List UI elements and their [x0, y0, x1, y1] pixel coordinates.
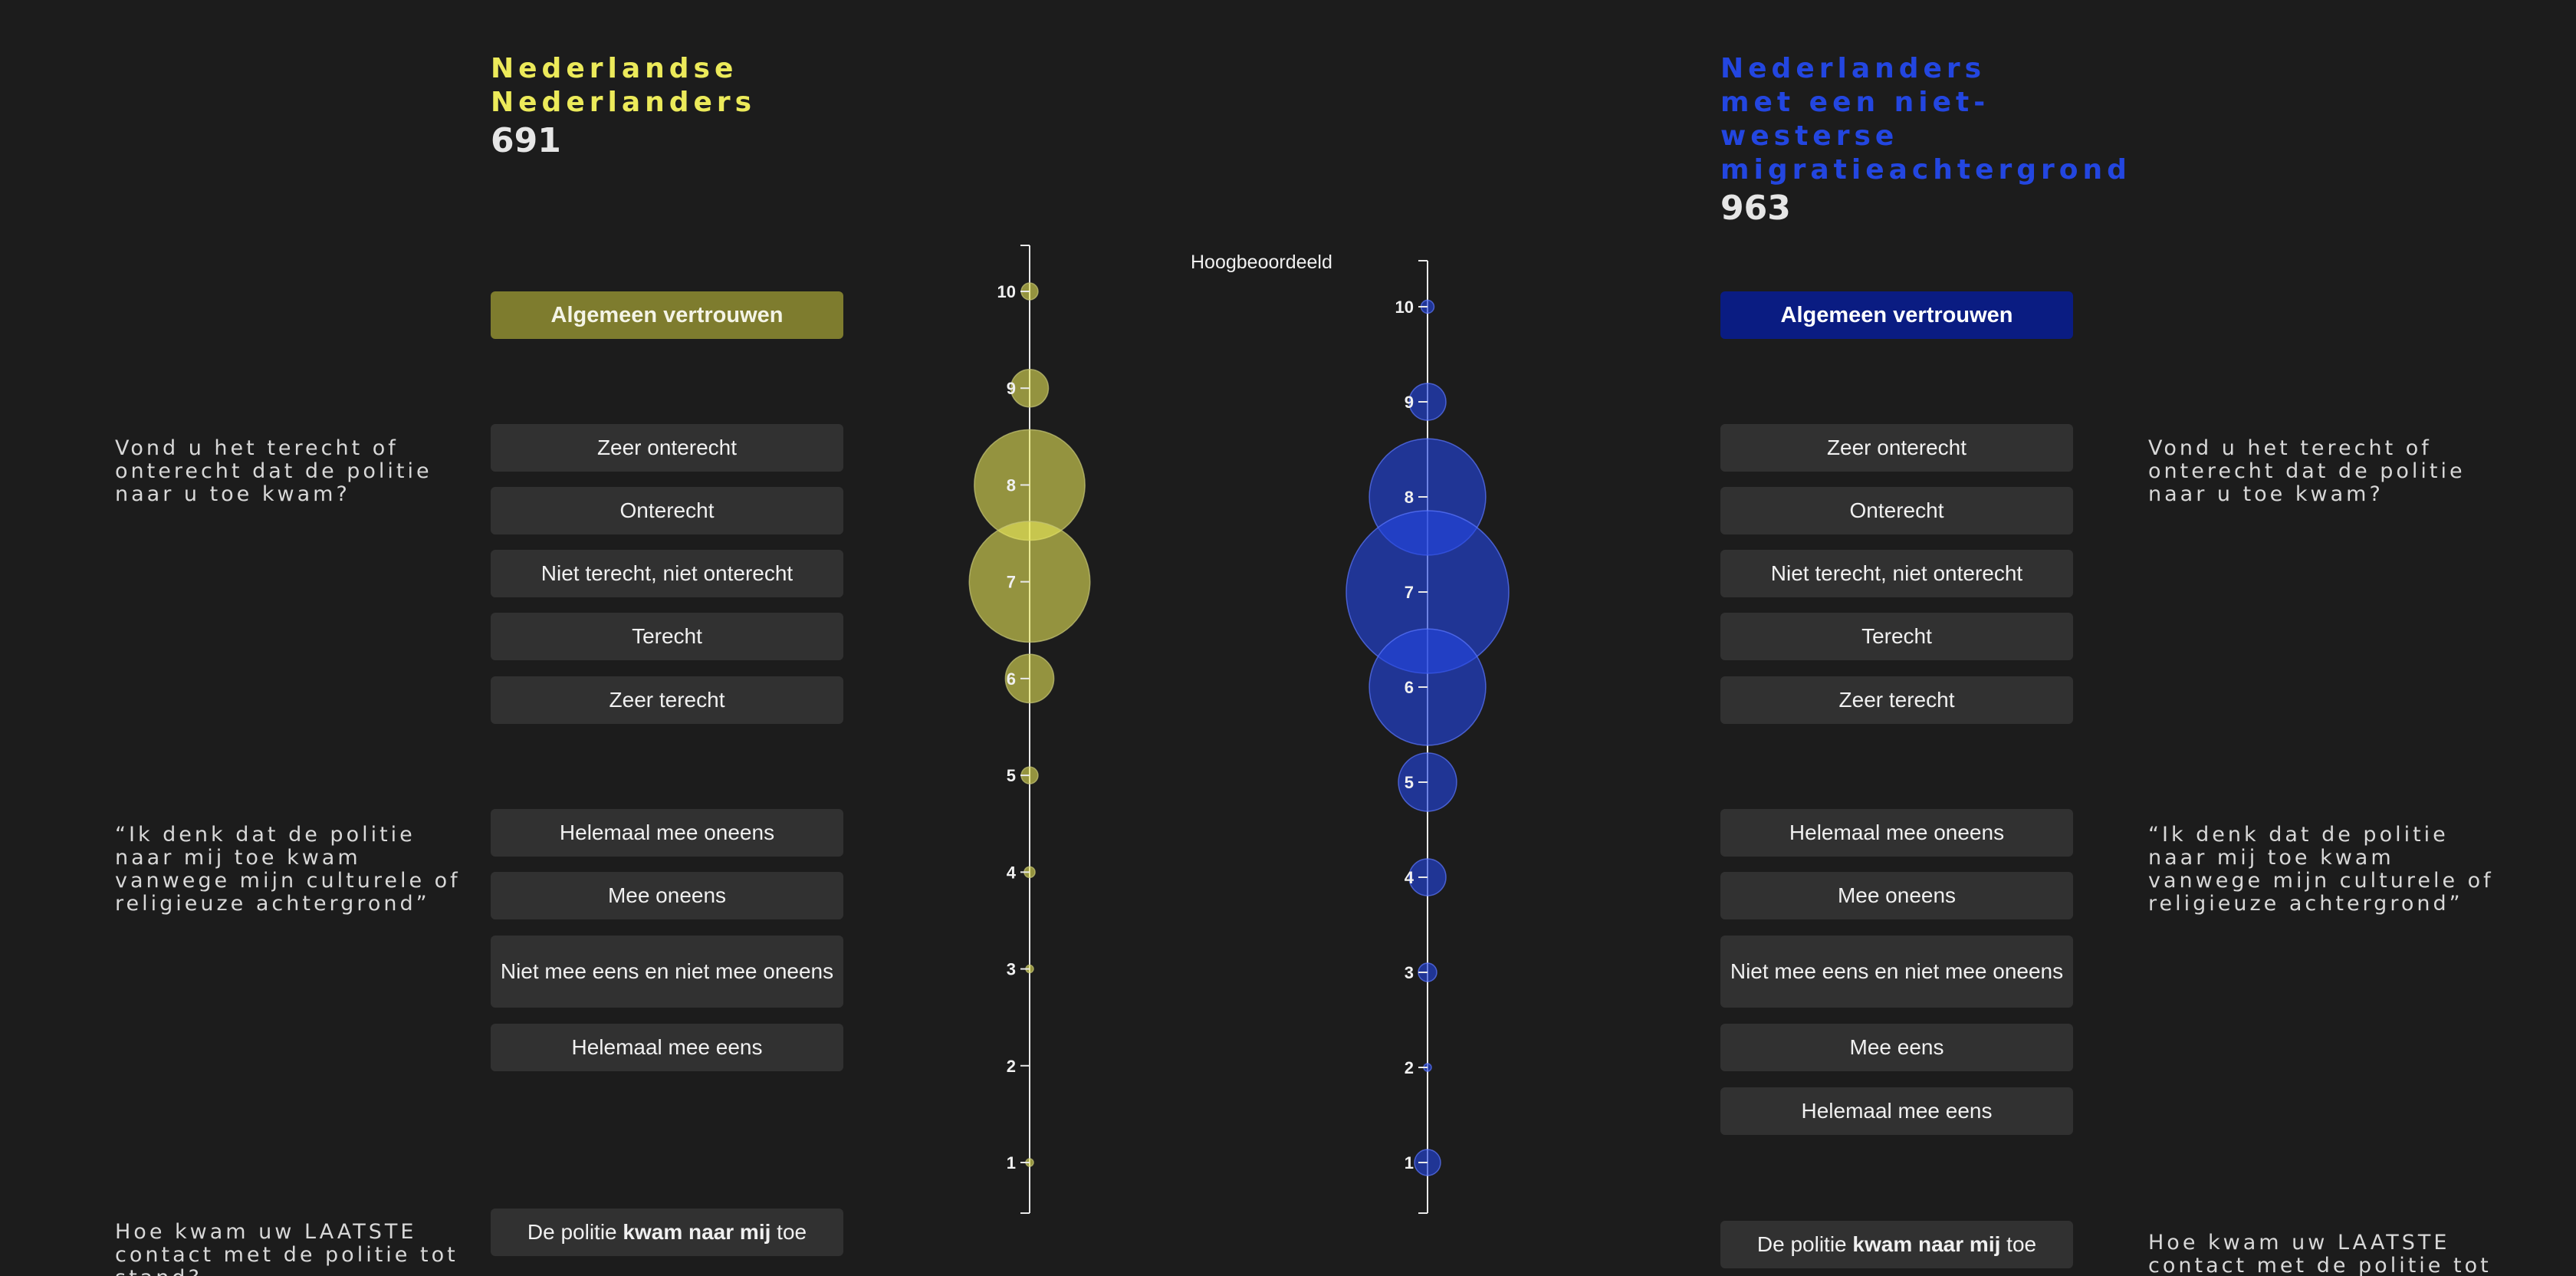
left-option-zeer-terecht[interactable]: Zeer terecht	[491, 676, 843, 724]
right-general-trust-button[interactable]: Algemeen vertrouwen	[1720, 291, 2073, 339]
tick-label-7: 7	[1405, 583, 1414, 602]
tick-label-3: 3	[1007, 960, 1016, 979]
right-option-mee-eens[interactable]: Mee eens	[1720, 1024, 2073, 1071]
left-option-suffix: toe	[770, 1220, 807, 1244]
right-option-niet-eens-niet-oneens[interactable]: Niet mee eens en niet mee oneens	[1720, 936, 2073, 1008]
right-question-1: Vond u het terecht of onterecht dat de p…	[2148, 436, 2466, 506]
chart-label-hoogbeoordeeld: Hoogbeoordeeld	[1191, 252, 1332, 273]
tick-label-10: 10	[1395, 298, 1414, 317]
left-option-zeer-onterecht[interactable]: Zeer onterecht	[491, 424, 843, 472]
left-option-politie-kwam-naar-mij[interactable]: De politie kwam naar mij toe	[491, 1209, 843, 1256]
left-option-prefix: De politie	[527, 1220, 623, 1244]
right-option-helemaal-mee-oneens[interactable]: Helemaal mee oneens	[1720, 809, 2073, 857]
right-option-terecht[interactable]: Terecht	[1720, 613, 2073, 660]
tick-label-2: 2	[1007, 1057, 1016, 1076]
left-option-mee-oneens[interactable]: Mee oneens	[491, 872, 843, 919]
tick-label-9: 9	[1405, 393, 1414, 412]
left-title-line2: Nederlanders	[491, 87, 757, 118]
right-title-line2: met een niet-	[1720, 87, 1990, 118]
right-option-politie-kwam-naar-mij[interactable]: De politie kwam naar mij toe	[1720, 1221, 2073, 1268]
tick-label-4: 4	[1007, 863, 1017, 882]
tick-label-8: 8	[1007, 475, 1016, 495]
left-question-2: “Ik denk dat de politie naar mij toe kwa…	[115, 823, 461, 916]
tick-label-7: 7	[1007, 573, 1016, 592]
right-title-line3: westerse	[1720, 120, 1899, 152]
right-option-zeer-terecht[interactable]: Zeer terecht	[1720, 676, 2073, 724]
left-option-onterecht[interactable]: Onterecht	[491, 487, 843, 534]
left-general-trust-button[interactable]: Algemeen vertrouwen	[491, 291, 843, 339]
tick-label-4: 4	[1405, 868, 1414, 887]
tick-label-5: 5	[1405, 773, 1414, 792]
tick-label-2: 2	[1405, 1058, 1414, 1077]
left-option-neutraal[interactable]: Niet terecht, niet onterecht	[491, 550, 843, 597]
right-question-2: “Ik denk dat de politie naar mij toe kwa…	[2148, 823, 2494, 916]
left-option-bold: kwam naar mij	[623, 1220, 771, 1244]
left-title-line1: Nederlandse	[491, 53, 738, 84]
tick-label-10: 10	[997, 282, 1016, 301]
right-option-onterecht[interactable]: Onterecht	[1720, 487, 2073, 534]
left-question-3: Hoe kwam uw LAATSTE contact met de polit…	[115, 1220, 458, 1276]
left-group-title: Nederlandse Nederlanders	[491, 52, 756, 120]
right-option-helemaal-mee-eens[interactable]: Helemaal mee eens	[1720, 1087, 2073, 1135]
tick-label-6: 6	[1007, 669, 1016, 689]
tick-label-9: 9	[1007, 379, 1016, 398]
left-option-terecht[interactable]: Terecht	[491, 613, 843, 660]
left-option-niet-eens-niet-oneens[interactable]: Niet mee eens en niet mee oneens	[491, 936, 843, 1008]
right-question-3: Hoe kwam uw LAATSTE contact met de polit…	[2148, 1231, 2492, 1276]
right-title-line4: migratieachtergrond	[1720, 154, 2131, 186]
right-option-neutraal[interactable]: Niet terecht, niet onterecht	[1720, 550, 2073, 597]
right-option-prefix: De politie	[1756, 1232, 1853, 1256]
left-group-count: 691	[491, 121, 561, 160]
right-title-line1: Nederlanders	[1720, 53, 1986, 84]
right-group-count: 963	[1720, 189, 1791, 228]
right-group-title: Nederlanders met een niet- westerse migr…	[1720, 52, 2131, 187]
left-question-1: Vond u het terecht of onterecht dat de p…	[115, 436, 432, 506]
tick-label-6: 6	[1405, 678, 1414, 697]
right-option-zeer-onterecht[interactable]: Zeer onterecht	[1720, 424, 2073, 472]
right-option-bold: kwam naar mij	[1852, 1232, 2001, 1256]
tick-label-8: 8	[1405, 488, 1414, 507]
tick-label-3: 3	[1405, 963, 1414, 982]
left-option-helemaal-mee-oneens[interactable]: Helemaal mee oneens	[491, 809, 843, 857]
right-option-suffix: toe	[2000, 1232, 2037, 1256]
right-option-mee-oneens[interactable]: Mee oneens	[1720, 872, 2073, 919]
tick-label-5: 5	[1007, 766, 1016, 785]
left-option-helemaal-mee-eens[interactable]: Helemaal mee eens	[491, 1024, 843, 1071]
tick-label-1: 1	[1405, 1153, 1414, 1172]
tick-label-1: 1	[1007, 1153, 1016, 1172]
